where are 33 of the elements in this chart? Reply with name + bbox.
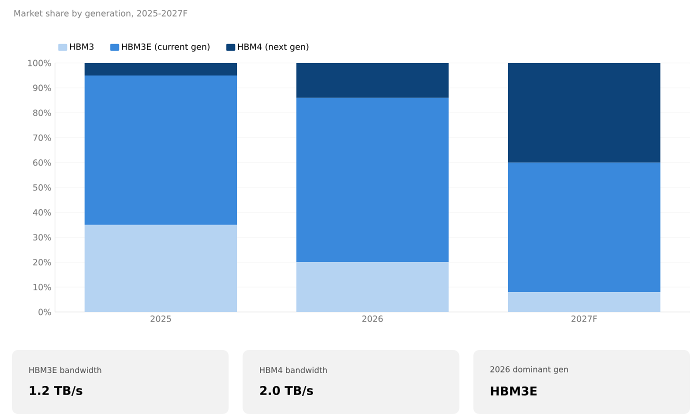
legend-label: HBM4 (next gen) [238, 43, 308, 52]
y-tick-label: 100% [28, 60, 51, 66]
bar [296, 262, 449, 312]
chart-subtitle: Market share by generation, 2025-2027F [14, 10, 188, 18]
text: HBM4 bandwidth [260, 366, 327, 374]
bar [84, 75, 238, 225]
y-tick-label: 40% [32, 209, 52, 216]
text: HBM3E bandwidth [29, 366, 102, 374]
bar [508, 292, 660, 312]
text: 1.2 TB/s [30, 386, 82, 396]
bar [508, 162, 660, 292]
legend-label: HBM3E (current gen) [122, 43, 210, 52]
text: HBM3E [490, 386, 537, 396]
y-tick-label: 0% [38, 308, 52, 316]
legend-label: HBM3 [70, 43, 94, 50]
y-tick-label: 60% [33, 159, 52, 166]
y-tick-label: 90% [33, 84, 52, 92]
x-tick-label: 2026 [362, 316, 383, 322]
text: 2026 dominant gen [490, 366, 568, 374]
y-tick-label: 50% [33, 184, 52, 191]
x-tick-label: 2027F [572, 316, 597, 322]
bar [84, 62, 238, 76]
y-tick-label: 70% [33, 134, 52, 141]
bar [508, 62, 660, 163]
y-tick-label: 30% [33, 234, 52, 241]
bar [84, 224, 238, 312]
y-tick-label: 80% [33, 110, 52, 116]
y-tick-label: 10% [34, 284, 52, 290]
y-tick-label: 20% [33, 258, 52, 266]
bar [296, 98, 449, 262]
text: 2.0 TB/s [260, 386, 313, 396]
bar [296, 62, 449, 98]
x-tick-label: 2025 [150, 316, 171, 322]
